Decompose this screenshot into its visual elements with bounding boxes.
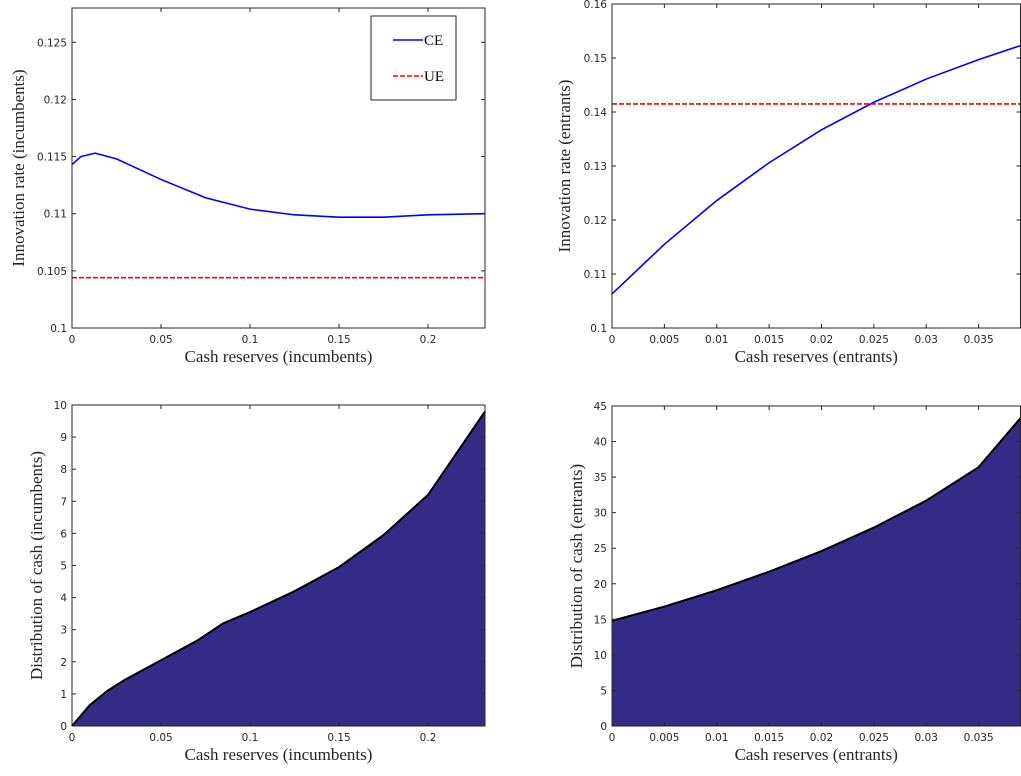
subplot: 0 0.05 0.1 0.15 0.2 0 1 2 3 4 5 6 7 8 9 10 Cash reserves…	[27, 400, 486, 764]
y-tick-label: 20	[594, 579, 607, 591]
y-tick-label: 0	[600, 721, 607, 733]
y-axis-label: Innovation rate (incumbents)	[9, 69, 28, 266]
y-tick-label: 8	[60, 464, 67, 476]
subplot: 0 0.005 0.01 0.015 0.02 0.025 0.03 0.035 0 5 10 15 2…	[567, 401, 1021, 764]
y-tick-label: 0.13	[584, 161, 607, 173]
y-tick-label: 0.12	[44, 94, 67, 106]
x-tick-label: 0.02	[810, 732, 833, 744]
y-tick-label: 0.125	[37, 37, 67, 49]
y-tick-label: 0.105	[37, 266, 67, 278]
y-tick-label: 0.12	[584, 215, 607, 227]
x-tick-label: 0.035	[964, 732, 994, 744]
y-axis-label: Innovation rate (entrants)	[555, 80, 574, 253]
x-tick-label: 0.15	[327, 732, 350, 744]
y-tick-label: 5	[600, 685, 607, 697]
y-tick-label: 7	[60, 496, 67, 508]
y-tick-label: 0.1	[50, 323, 67, 335]
y-tick-label: 10	[54, 400, 67, 412]
x-tick-label: 0.02	[810, 334, 833, 346]
y-tick-label: 25	[594, 543, 607, 555]
area-edge	[71, 410, 486, 727]
x-tick-label: 0.15	[327, 334, 350, 346]
x-tick-label: 0.025	[859, 334, 889, 346]
x-tick-label: 0.05	[149, 732, 172, 744]
x-tick-label: 0.03	[915, 732, 938, 744]
x-tick-label: 0	[609, 732, 616, 744]
x-tick-label: 0.05	[149, 334, 172, 346]
axes-box	[611, 3, 1021, 329]
x-axis-label: Cash reserves (entrants)	[735, 347, 898, 366]
x-tick-label: 0.01	[705, 732, 728, 744]
y-tick-label: 10	[594, 650, 607, 662]
line	[71, 152, 486, 218]
area	[612, 418, 1021, 726]
y-tick-label: 0.11	[584, 269, 607, 281]
x-tick-label: 0	[69, 334, 76, 346]
legend-label: CE	[424, 33, 443, 49]
x-tick-label: 0.025	[859, 732, 889, 744]
x-tick-label: 0.2	[420, 334, 437, 346]
area-edge	[611, 417, 1021, 622]
y-tick-label: 0.14	[584, 107, 608, 119]
x-tick-label: 0	[609, 334, 616, 346]
y-tick-label: 0.11	[44, 209, 67, 221]
x-axis-label: Cash reserves (incumbents)	[185, 347, 373, 366]
y-tick-label: 6	[60, 528, 67, 540]
y-tick-label: 0	[60, 721, 67, 733]
y-tick-label: 40	[594, 437, 607, 449]
y-axis-label: Distribution of cash (entrants)	[567, 464, 586, 668]
y-axis-label: Distribution of cash (incumbents)	[27, 451, 46, 680]
y-tick-label: 0.16	[584, 0, 608, 11]
subplot: 0 0.05 0.1 0.15 0.2 0.1 0.105 0.11 0.115 0.12 0.12…	[9, 7, 486, 366]
x-axis-label: Cash reserves (incumbents)	[185, 745, 373, 764]
y-tick-label: 0.1	[590, 323, 607, 335]
area	[72, 411, 485, 726]
subplot: 0 0.005 0.01 0.015 0.02 0.025 0.03 0.035 0.1 0.11…	[555, 0, 1021, 366]
x-tick-label: 0.015	[754, 732, 784, 744]
y-tick-label: 0.15	[584, 53, 607, 65]
y-tick-label: 15	[594, 614, 607, 626]
legend-box	[370, 15, 457, 101]
y-tick-label: 9	[60, 432, 67, 444]
x-tick-label: 0.1	[242, 334, 259, 346]
y-tick-label: 4	[60, 593, 67, 605]
y-tick-label: 5	[60, 561, 67, 573]
x-tick-label: 0.03	[915, 334, 938, 346]
x-tick-label: 0.2	[420, 732, 437, 744]
legend: CE UE	[370, 15, 457, 101]
y-tick-label: 2	[60, 657, 67, 669]
x-tick-label: 0.01	[705, 334, 728, 346]
x-tick-label: 0.015	[754, 334, 784, 346]
y-tick-label: 3	[60, 625, 67, 637]
axes-box	[71, 7, 486, 329]
y-tick-label: 30	[594, 508, 607, 520]
x-tick-label: 0.1	[242, 732, 259, 744]
x-tick-label: 0.005	[649, 732, 679, 744]
line	[611, 44, 1021, 295]
y-tick-label: 1	[60, 689, 67, 701]
x-tick-label: 0	[69, 732, 76, 744]
x-tick-label: 0.035	[964, 334, 994, 346]
y-tick-label: 45	[594, 401, 607, 413]
legend-label: UE	[424, 69, 444, 85]
y-tick-label: 35	[594, 472, 607, 484]
x-tick-label: 0.005	[649, 334, 679, 346]
y-tick-label: 0.115	[37, 152, 67, 164]
x-axis-label: Cash reserves (entrants)	[735, 745, 898, 764]
